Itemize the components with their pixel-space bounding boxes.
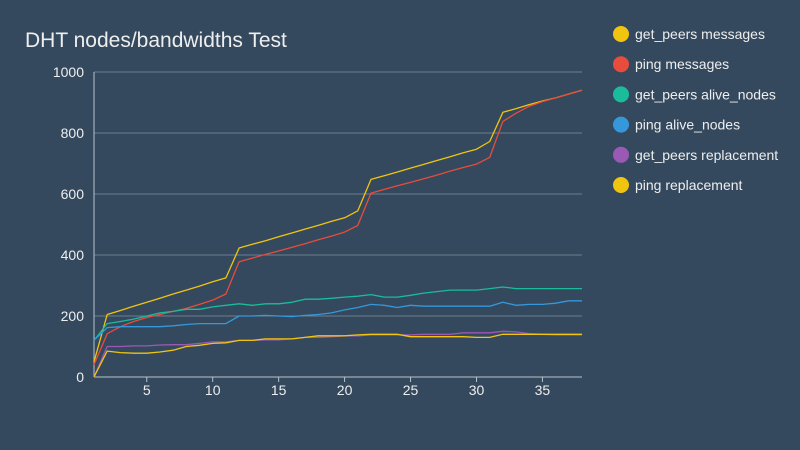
legend-marker-ping-replacement xyxy=(613,177,629,193)
legend-label-ping-replacement: ping replacement xyxy=(635,177,743,193)
legend-label-ping-messages: ping messages xyxy=(635,56,729,72)
y-tick-label: 800 xyxy=(61,125,85,141)
legend-marker-ping-alive-nodes xyxy=(613,116,629,133)
series-line-get-peers-messages xyxy=(93,89,583,362)
legend-marker-ping-messages xyxy=(613,56,629,73)
legend-marker-get-peers-messages xyxy=(613,26,629,42)
legend-label-ping-alive-nodes: ping alive_nodes xyxy=(635,117,740,133)
legend-marker-get-peers-alive-nodes xyxy=(613,86,629,103)
chart-axes: 0 200 400 600 800 1000 5 10 15 20 25 30 35 xyxy=(53,64,582,398)
series-line-get-peers-alive-nodes xyxy=(93,286,582,341)
legend-label-get-peers-alive-nodes: get_peers alive_nodes xyxy=(635,86,776,102)
x-tick-label: 20 xyxy=(337,382,353,398)
x-tick-label: 35 xyxy=(535,382,551,398)
chart-legend: get_peers messages ping messages get_peers… xyxy=(613,26,778,193)
legend-label-get-peers-messages: get_peers messages xyxy=(635,26,765,42)
series-line-ping-alive-nodes xyxy=(93,300,582,341)
chart-series xyxy=(93,89,583,378)
y-tick-label: 600 xyxy=(61,186,85,202)
y-tick-label: 200 xyxy=(61,308,85,324)
y-tick-label: 0 xyxy=(76,369,84,385)
x-tick-label: 10 xyxy=(205,382,221,398)
legend-label-get-peers-replacement: get_peers replacement xyxy=(635,147,778,163)
x-tick-label: 30 xyxy=(469,382,485,398)
series-line-get-peers-replacement xyxy=(93,330,582,378)
x-tick-label: 25 xyxy=(403,382,419,398)
x-tick-label: 15 xyxy=(271,382,287,398)
chart-title: DHT nodes/bandwidths Test xyxy=(25,29,287,52)
y-tick-label: 1000 xyxy=(53,64,84,80)
y-tick-label: 400 xyxy=(61,247,85,263)
series-line-ping-replacement xyxy=(93,333,582,378)
legend-marker-get-peers-replacement xyxy=(613,146,629,163)
x-tick-label: 5 xyxy=(143,382,151,398)
chart-grid xyxy=(94,71,582,317)
series-line-ping-messages xyxy=(93,89,583,366)
